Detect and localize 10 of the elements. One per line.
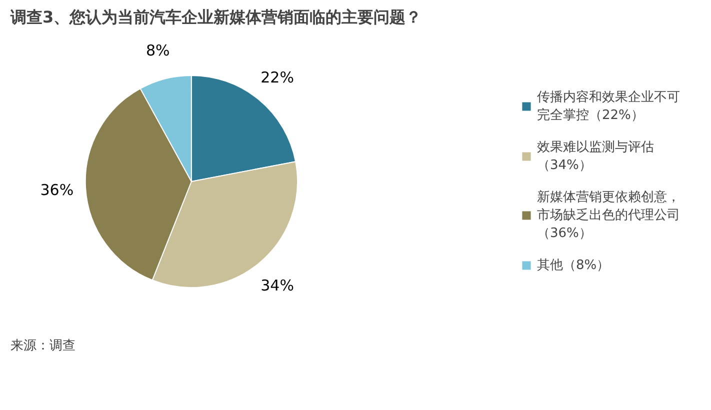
data-label: 22% — [260, 68, 294, 86]
chart-title: 调查3、您认为当前汽车企业新媒体营销面临的主要问题？ — [10, 8, 422, 26]
legend-label: 新媒体营销更依赖创意，市场缺乏出色的代理公司（36%） — [537, 189, 680, 242]
source-note: 来源：调查 — [10, 338, 76, 354]
data-label: 34% — [260, 276, 294, 295]
data-label: 8% — [146, 42, 170, 60]
legend-label: 传播内容和效果企业不可完全掌控（22%） — [537, 89, 680, 124]
legend-label: 效果难以监测与评估（34%） — [537, 139, 654, 174]
legend-label: 其他（8%） — [537, 257, 610, 274]
data-label: 36% — [40, 180, 74, 199]
